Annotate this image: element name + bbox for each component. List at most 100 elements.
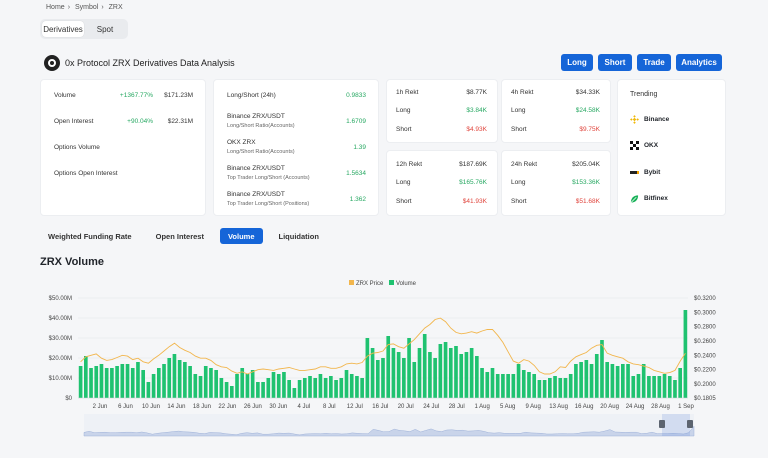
options-oi-label: Options Open Interest xyxy=(54,170,118,177)
volume-bar xyxy=(485,372,490,398)
volume-bar xyxy=(448,348,453,398)
trending-item-bitfinex[interactable]: Bitfinex xyxy=(630,194,668,203)
rekt-label: 1h Rekt xyxy=(396,89,419,96)
x-tick-label: 13 Aug xyxy=(549,404,568,410)
x-tick-label: 4 Jul xyxy=(297,404,310,410)
volume-bar xyxy=(594,354,599,398)
x-tick-label: 6 Jun xyxy=(118,404,133,410)
rekt-long-value: $3.84K xyxy=(466,107,487,114)
volume-bar xyxy=(662,374,667,398)
y-right-tick-label: $0.2200 xyxy=(694,368,716,374)
rekt-long-label: Long xyxy=(511,179,526,186)
ratio-value: 1.39 xyxy=(353,144,366,151)
volume-bar xyxy=(579,362,583,398)
volume-bar xyxy=(626,364,630,398)
trending-item-label: Binance xyxy=(644,116,670,123)
volume-bar xyxy=(464,352,469,398)
trending-card xyxy=(617,79,726,216)
navigator-handle-right[interactable] xyxy=(687,420,693,428)
trade-button[interactable]: Trade xyxy=(637,54,671,71)
volume-bar xyxy=(219,378,224,398)
volume-bar xyxy=(89,368,93,398)
y-left-tick-label: $30.00M xyxy=(49,336,72,342)
x-tick-label: 5 Aug xyxy=(500,404,515,410)
navigator-handle-left[interactable] xyxy=(659,420,665,428)
x-tick-label: 16 Aug xyxy=(575,404,594,410)
volume-bar xyxy=(229,386,234,398)
rekt-long-label: Long xyxy=(511,107,526,114)
x-tick-label: 26 Jun xyxy=(244,404,262,410)
trending-item-okx[interactable]: OKX xyxy=(630,141,658,150)
rekt-total: $205.04K xyxy=(572,161,600,168)
ratio-subtitle: Long/Short Ratio(Accounts) xyxy=(227,149,295,155)
volume-bar xyxy=(584,360,589,398)
volume-bar xyxy=(652,376,656,398)
volume-bar xyxy=(235,374,239,398)
tab-derivatives[interactable]: Derivatives xyxy=(42,21,84,37)
volume-bar xyxy=(282,372,286,398)
breadcrumb-symbol[interactable]: Symbol xyxy=(74,4,99,11)
analytics-button[interactable]: Analytics xyxy=(676,54,722,71)
trending-item-binance[interactable]: Binance xyxy=(630,115,669,124)
open-interest-change: +90.04% xyxy=(127,118,153,125)
short-button[interactable]: Short xyxy=(598,54,632,71)
volume-bar xyxy=(156,368,161,398)
x-tick-label: 24 Jul xyxy=(423,404,439,410)
volume-chart: ZRX Price Volume $50.00M $40.00M $30.00M $20… xyxy=(49,280,716,437)
ratio-title: Long/Short (24h) xyxy=(227,92,276,99)
volume-label: Volume xyxy=(54,92,76,99)
volume-bar xyxy=(302,378,307,398)
tab-weighted-funding-rate[interactable]: Weighted Funding Rate xyxy=(48,231,132,241)
volume-bar xyxy=(370,348,375,398)
ratio-value: 1.5634 xyxy=(346,170,366,177)
volume-bar xyxy=(433,358,437,398)
volume-bar xyxy=(428,352,432,398)
volume-bar xyxy=(318,374,323,398)
volume-bar xyxy=(115,366,119,398)
volume-bar xyxy=(162,364,166,398)
rekt-short-value: $9.75K xyxy=(579,126,600,133)
volume-bar xyxy=(600,340,604,398)
rekt-long-value: $165.76K xyxy=(459,179,487,186)
tab-spot[interactable]: Spot xyxy=(96,24,114,34)
volume-bar xyxy=(224,382,229,398)
x-tick-label: 12 Jul xyxy=(347,404,363,410)
volume-bar xyxy=(381,358,385,398)
volume-bar xyxy=(391,348,396,398)
volume-bar xyxy=(417,348,422,398)
volume-bar xyxy=(99,364,104,398)
volume-bar xyxy=(365,338,370,398)
action-buttons: Long Short Trade Analytics xyxy=(561,54,722,71)
volume-bar xyxy=(542,380,547,398)
rekt-total: $34.33K xyxy=(575,89,600,96)
volume-bar xyxy=(475,356,479,398)
overview-card: Volume +1367.77% $171.23M Open Interest … xyxy=(40,79,206,216)
page-title: 0x Protocol ZRX Derivatives Data Analysi… xyxy=(65,58,235,68)
tab-open-interest[interactable]: Open Interest xyxy=(155,231,204,241)
tab-liquidation[interactable]: Liquidation xyxy=(278,231,319,241)
volume-bar xyxy=(422,334,427,398)
rekt-1h-card: 1h Rekt $8.77K Long $3.84K Short $4.93K xyxy=(386,79,498,143)
volume-bar xyxy=(344,370,349,398)
binance-icon xyxy=(630,115,639,124)
volume-bar xyxy=(172,354,177,398)
x-tick-label: 9 Aug xyxy=(525,404,540,410)
trending-item-bybit[interactable]: Bybit xyxy=(630,168,660,177)
volume-bar xyxy=(615,366,620,398)
volume-bar xyxy=(355,376,359,398)
breadcrumb-home[interactable]: Home xyxy=(46,4,65,11)
volume-bar xyxy=(125,364,130,398)
rekt-long-label: Long xyxy=(396,179,411,186)
x-tick-label: 1 Aug xyxy=(474,404,489,410)
rekt-24h-card: 24h Rekt $205.04K Long $153.36K Short $5… xyxy=(501,150,611,216)
range-navigator xyxy=(84,414,694,436)
legend-label: ZRX Price xyxy=(356,281,384,287)
ratio-value: 1.362 xyxy=(349,196,366,203)
x-tick-label: 8 Jul xyxy=(323,404,336,410)
page-header: 0x Protocol ZRX Derivatives Data Analysi… xyxy=(44,55,235,71)
volume-bar xyxy=(574,364,578,398)
tab-volume[interactable]: Volume xyxy=(219,228,263,244)
volume-bar xyxy=(83,356,88,398)
long-button[interactable]: Long xyxy=(561,54,593,71)
volume-bar xyxy=(94,366,99,398)
